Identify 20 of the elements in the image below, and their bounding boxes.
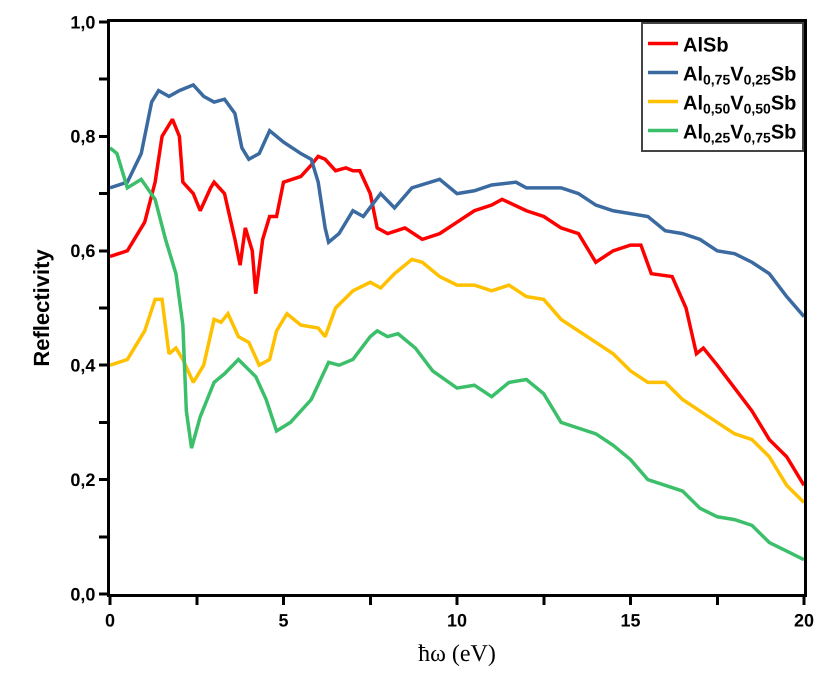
line-series	[110, 146, 804, 562]
line-series	[110, 117, 804, 488]
legend-label: AlSb	[683, 34, 729, 56]
y-tick-label: 0,6	[70, 241, 96, 262]
legend-label: Al$_{0,75}$V$_{0,25}$Sb	[683, 63, 796, 88]
line-series	[110, 258, 804, 504]
legend-label: Al$_{0,50}$V$_{0,50}$Sb	[683, 92, 796, 116]
x-tick-label: 0	[104, 610, 116, 631]
y-tick-label: 0,8	[70, 126, 96, 147]
y-tick-label: 0,2	[70, 470, 96, 490]
x-tick-label: 5	[278, 610, 289, 631]
legend-label: Al$_{0,25}$V$_{0,75}$Sb	[683, 121, 796, 146]
y-tick-label: 1,0	[70, 12, 96, 32]
y-axis-title: Reflectivity	[29, 248, 54, 367]
y-tick-label: 0,4	[70, 356, 96, 376]
x-tick-label: 15	[620, 610, 641, 631]
y-tick-label: 0,0	[70, 584, 96, 604]
x-tick-label: 20	[794, 610, 814, 631]
x-tick-label: 10	[446, 610, 468, 631]
x-axis-title: ħω (eV)	[418, 640, 496, 667]
